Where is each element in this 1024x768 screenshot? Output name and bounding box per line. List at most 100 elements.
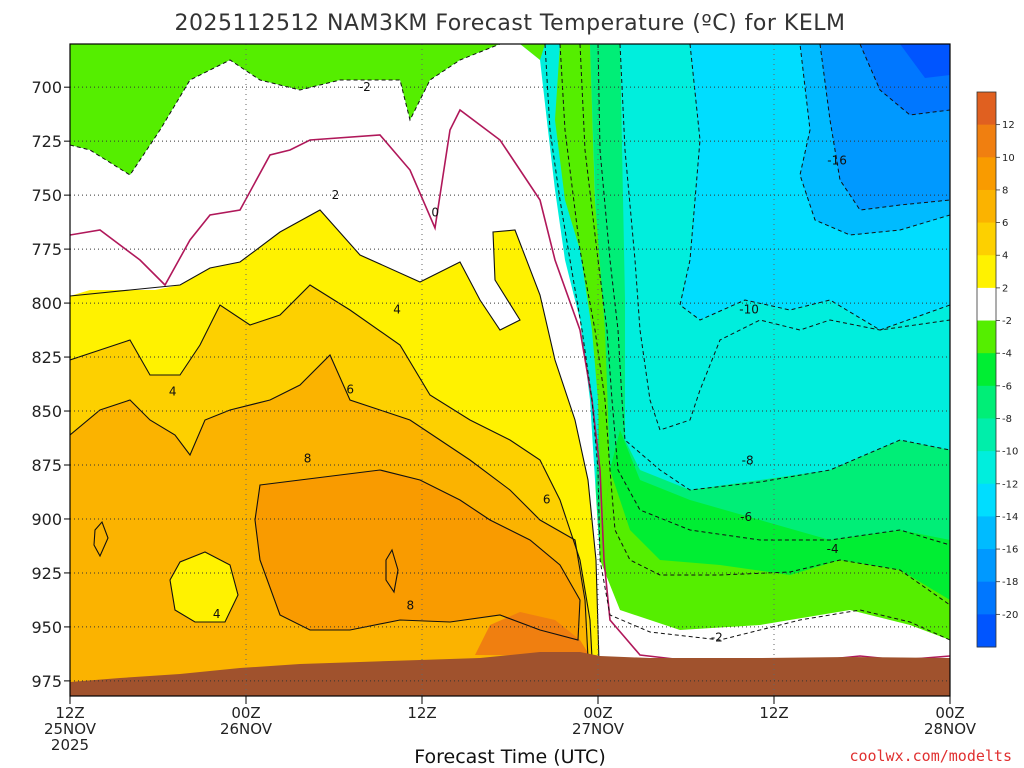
x-tick-label: 12Z [407, 704, 436, 722]
y-tick-label: 875 [31, 456, 62, 475]
x-tick-label: 26NOV [220, 720, 273, 738]
chart-title: 2025112512 NAM3KM Forecast Temperature (… [175, 11, 846, 36]
colorbar-label: -6 [1002, 381, 1012, 392]
y-tick-label: 850 [31, 402, 62, 421]
y-tick-label: 775 [31, 240, 62, 259]
isotherm-minus12 [655, 44, 950, 331]
x-tick-label: 28NOV [924, 720, 977, 738]
colorbar-swatch [977, 418, 996, 452]
contour-label-layer: -2 2 0 4 4 6 8 6 8 4 -2 -16 -10 -8 -6 -4 [169, 80, 847, 645]
contour-label: -16 [827, 154, 847, 168]
contour-label: 2 [332, 188, 340, 202]
y-axis: 700 725 750 775 800 825 850 875 900 925 950 975 [31, 78, 70, 691]
contour-label: 8 [406, 598, 414, 612]
isotherm-6-spot [93, 520, 109, 558]
colorbar-label: -14 [1002, 512, 1018, 523]
colorbar-frame [976, 91, 997, 648]
contour-label: 4 [169, 385, 177, 399]
band-10-to-12 [475, 612, 590, 656]
x-tick-label: 00Z [231, 704, 260, 722]
isotherm-minus14 [760, 44, 950, 236]
isotherm-minus4 [559, 44, 950, 606]
colorbar-swatch [977, 157, 996, 191]
isotherm-4-spot [169, 551, 239, 623]
y-tick-label: 725 [31, 132, 62, 151]
colorbar-label: -18 [1002, 577, 1018, 588]
colorbar-swatch [977, 92, 996, 126]
colorbar-swatch [977, 320, 996, 354]
isotherm-4 [70, 284, 595, 696]
contour-label: 4 [213, 607, 221, 621]
y-tick-label: 925 [31, 564, 62, 583]
isotherm-6 [70, 354, 591, 696]
contour-label: -2 [711, 631, 723, 645]
y-tick-label: 950 [31, 618, 62, 637]
colorbar-label: 4 [1002, 251, 1008, 262]
plot-frame [69, 43, 951, 697]
contour-label: -4 [827, 542, 839, 556]
contour-label: -2 [359, 80, 371, 94]
contour-label: -6 [740, 510, 752, 524]
x-tick-label: 12Z [759, 704, 788, 722]
colorbar-label: 12 [1002, 120, 1015, 131]
colorbar-swatch [977, 353, 996, 387]
colorbar-label: -20 [1002, 610, 1018, 621]
y-tick-label: 825 [31, 348, 62, 367]
colorbar-label: -2 [1002, 316, 1012, 327]
isotherm-2 [70, 209, 601, 696]
colorbar-swatch [977, 189, 996, 224]
temperature-fill-layer [70, 44, 950, 696]
colorbar-swatch [977, 385, 996, 419]
colorbar-swatch [977, 287, 996, 322]
isotherm-8-spot [385, 548, 399, 594]
contour-label: 8 [304, 452, 312, 466]
isotherm-minus2 [70, 44, 950, 641]
colorbar-label: 2 [1002, 283, 1008, 294]
contour-label: 0 [431, 205, 439, 219]
band-4-to-6-spot-left [170, 552, 238, 622]
isotherm-minus6 [579, 44, 950, 546]
x-tick-label: 27NOV [572, 720, 625, 738]
contour-layer [70, 44, 950, 696]
colorbar-swatch [977, 516, 996, 550]
isotherm-0 [70, 108, 950, 663]
contour-label: 6 [346, 382, 354, 396]
colorbar-label: 10 [1002, 153, 1015, 164]
colorbar-swatch [977, 124, 996, 158]
contour-label: 4 [393, 303, 401, 317]
colorbar-swatch [977, 549, 996, 583]
x-tick-label: 25NOV [44, 720, 97, 738]
contour-label: -8 [742, 454, 754, 468]
x-tick-label: 2025 [51, 736, 89, 754]
y-tick-label: 900 [31, 510, 62, 529]
colorbar-swatch [977, 451, 996, 485]
colorbar-swatch [977, 222, 996, 256]
terrain-layer [70, 652, 950, 696]
colorbar-label: -16 [1002, 545, 1018, 556]
x-tick-label: 12Z [55, 704, 84, 722]
y-tick-label: 700 [31, 78, 62, 97]
isotherm-minus8 [597, 44, 950, 491]
x-tick-label: 00Z [935, 704, 964, 722]
colorbar-label: -10 [1002, 447, 1018, 458]
credit-text: coolwx.com/modelts [849, 747, 1012, 765]
y-tick-label: 800 [31, 294, 62, 313]
colorbar-label: -12 [1002, 479, 1018, 490]
isotherm-8 [254, 469, 581, 641]
x-tick-label: 00Z [583, 704, 612, 722]
terrain-ground [70, 652, 950, 696]
colorbar-label: -4 [1002, 349, 1012, 360]
x-axis-label: Forecast Time (UTC) [414, 746, 605, 768]
y-tick-label: 975 [31, 672, 62, 691]
colorbar-swatch [977, 614, 996, 648]
colorbar-swatch [977, 581, 996, 615]
contour-label: -10 [739, 303, 759, 317]
y-tick-label: 750 [31, 186, 62, 205]
colorbar-label: 8 [1002, 185, 1008, 196]
colorbar-label: 6 [1002, 218, 1008, 229]
colorbar-label: -8 [1002, 414, 1012, 425]
grid-layer [69, 44, 951, 696]
colorbar-swatch [977, 255, 996, 289]
